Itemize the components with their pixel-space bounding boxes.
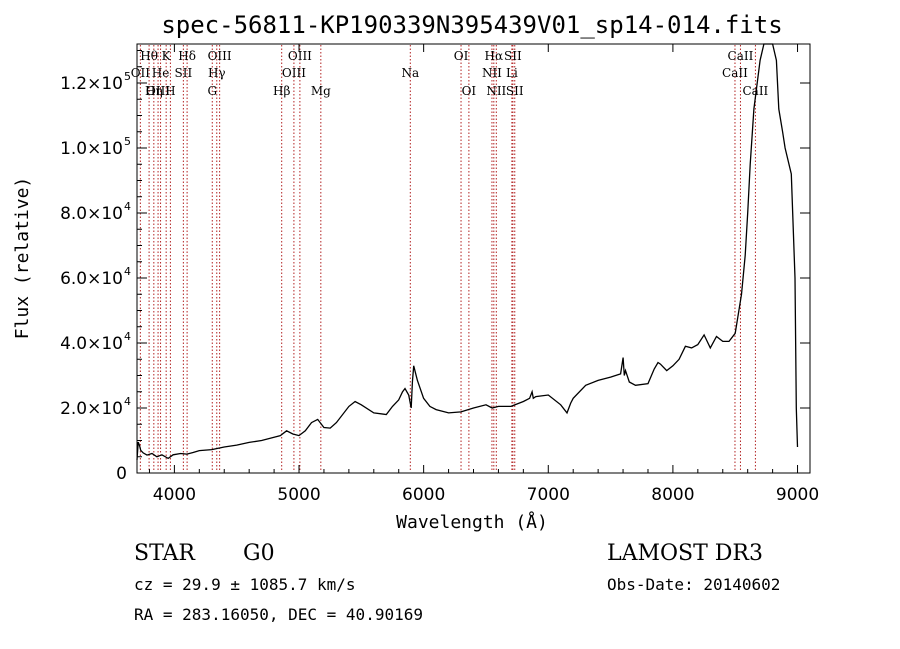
x-axis-ticks: 4000 5000 6000 7000 8000 9000 bbox=[148, 44, 819, 505]
y-tick-label-5: 1.0×10 bbox=[60, 139, 123, 159]
redshift-value: cz = 29.9 ± 1085.7 km/s bbox=[134, 575, 356, 594]
line-label-4: He bbox=[152, 66, 170, 80]
line-label-3: Hη bbox=[145, 84, 163, 98]
chart-title: spec-56811-KP190339N395439V01_sp14-014.f… bbox=[161, 11, 782, 39]
line-label-19: NII bbox=[482, 66, 502, 80]
line-label-22: SII bbox=[504, 49, 522, 63]
y-tick-label-4: 8.0×10 bbox=[60, 204, 123, 224]
x-tick-label-0: 4000 bbox=[153, 485, 196, 505]
x-tick-label-2: 6000 bbox=[402, 485, 445, 505]
line-label-5: K bbox=[162, 49, 172, 63]
line-label-18: OI bbox=[462, 84, 477, 98]
spectrum-curve bbox=[136, 43, 799, 461]
line-label-13: OIII bbox=[282, 66, 306, 80]
line-label-9: OIII bbox=[208, 49, 232, 63]
line-label-8: Hδ bbox=[178, 49, 196, 63]
line-label-26: CaII bbox=[728, 49, 754, 63]
line-label-7: H bbox=[165, 84, 175, 98]
sky-coordinates: RA = 283.16050, DEC = 40.90169 bbox=[134, 605, 423, 624]
line-label-2: OIII bbox=[146, 84, 170, 98]
y-tick-exponent-6: 5 bbox=[124, 70, 131, 83]
y-tick-exponent-2: 4 bbox=[124, 330, 131, 343]
y-tick-label-0: 0 bbox=[116, 464, 127, 484]
y-tick-exponent-1: 4 bbox=[124, 395, 131, 408]
line-label-10: Hγ bbox=[208, 66, 226, 80]
line-label-23: Li bbox=[506, 66, 518, 80]
line-label-15: Mg bbox=[311, 84, 331, 98]
line-label-11: G bbox=[207, 84, 217, 98]
y-axis-ticks: 02.0×10 44.0×10 46.0×10 48.0×10 41.0×10 51.2×… bbox=[60, 50, 810, 484]
survey-name: LAMOST DR3 bbox=[607, 541, 763, 566]
y-tick-label-1: 2.0×10 bbox=[60, 399, 123, 419]
line-label-25: CaII bbox=[722, 66, 748, 80]
y-tick-exponent-3: 4 bbox=[124, 265, 131, 278]
object-subclass: G0 bbox=[243, 541, 275, 566]
line-label-0: Hθ bbox=[140, 49, 158, 63]
y-tick-exponent-4: 4 bbox=[124, 200, 131, 213]
object-class: STAR bbox=[134, 541, 196, 566]
line-label-16: Na bbox=[401, 66, 419, 80]
y-tick-exponent-5: 5 bbox=[124, 135, 131, 148]
line-label-6: SII bbox=[175, 66, 193, 80]
line-label-14: OIII bbox=[288, 49, 312, 63]
line-label-24: SII bbox=[506, 84, 524, 98]
y-axis-label: Flux (relative) bbox=[12, 177, 33, 340]
x-tick-label-4: 8000 bbox=[651, 485, 694, 505]
x-tick-label-5: 9000 bbox=[776, 485, 819, 505]
y-tick-label-3: 6.0×10 bbox=[60, 269, 123, 289]
line-label-20: Hα bbox=[485, 49, 504, 63]
line-label-17: OI bbox=[454, 49, 469, 63]
line-label-21: NII bbox=[486, 84, 506, 98]
x-tick-label-1: 5000 bbox=[277, 485, 320, 505]
spectral-line-markers bbox=[139, 45, 756, 472]
y-tick-label-2: 4.0×10 bbox=[60, 334, 123, 354]
observation-date: Obs-Date: 20140602 bbox=[607, 575, 780, 594]
line-label-1: OII bbox=[131, 66, 151, 80]
x-tick-label-3: 7000 bbox=[527, 485, 570, 505]
line-label-27: CaII bbox=[742, 84, 768, 98]
x-axis-label: Wavelength (Å) bbox=[396, 511, 548, 533]
line-label-12: Hβ bbox=[273, 84, 290, 98]
y-tick-label-6: 1.2×10 bbox=[60, 74, 123, 94]
